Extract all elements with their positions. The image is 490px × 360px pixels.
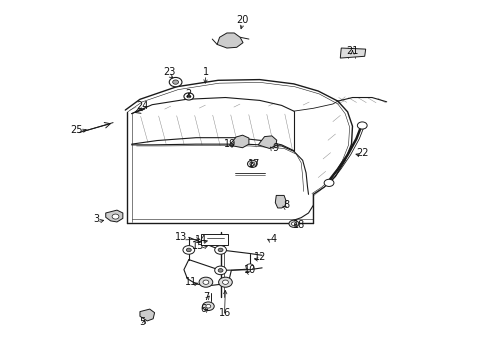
Circle shape (292, 222, 296, 226)
Text: 19: 19 (224, 139, 237, 149)
Circle shape (215, 246, 226, 254)
Text: 24: 24 (136, 102, 148, 112)
Circle shape (112, 214, 119, 219)
Circle shape (187, 95, 191, 98)
Circle shape (183, 246, 195, 254)
Text: 9: 9 (272, 143, 278, 153)
Polygon shape (229, 135, 249, 148)
Circle shape (246, 264, 254, 270)
Text: 6: 6 (200, 304, 206, 314)
Text: 7: 7 (203, 292, 209, 302)
Circle shape (184, 93, 194, 100)
Text: 17: 17 (247, 159, 260, 169)
Polygon shape (217, 33, 243, 48)
Text: 14: 14 (195, 235, 207, 245)
Circle shape (218, 248, 223, 252)
Text: 18: 18 (293, 220, 305, 230)
Text: 12: 12 (253, 252, 266, 262)
Polygon shape (106, 210, 123, 222)
Text: 8: 8 (284, 200, 290, 210)
Text: 21: 21 (346, 46, 359, 56)
Text: 20: 20 (236, 15, 249, 26)
Circle shape (206, 305, 211, 308)
Circle shape (172, 80, 178, 84)
Circle shape (222, 280, 228, 284)
Polygon shape (140, 309, 155, 321)
Bar (201, 234, 228, 244)
Circle shape (186, 248, 191, 252)
Polygon shape (275, 195, 286, 208)
Text: 3: 3 (93, 215, 99, 224)
Circle shape (289, 220, 299, 227)
Text: 2: 2 (186, 89, 192, 99)
Text: 15: 15 (193, 241, 205, 251)
Text: 1: 1 (203, 67, 209, 77)
Circle shape (324, 179, 334, 186)
Circle shape (199, 277, 213, 287)
Circle shape (202, 302, 214, 311)
Circle shape (357, 122, 367, 129)
Text: 25: 25 (70, 125, 83, 135)
Text: 23: 23 (163, 67, 175, 77)
Circle shape (169, 77, 182, 87)
Text: 16: 16 (220, 309, 232, 318)
Text: 10: 10 (244, 265, 256, 275)
Circle shape (215, 266, 226, 275)
Text: 22: 22 (356, 148, 368, 158)
Text: 5: 5 (139, 317, 146, 327)
Polygon shape (258, 136, 277, 148)
Circle shape (247, 160, 257, 167)
Circle shape (203, 280, 209, 284)
Circle shape (218, 269, 223, 272)
Circle shape (219, 277, 232, 287)
Text: 13: 13 (175, 232, 188, 242)
Circle shape (250, 162, 255, 166)
Polygon shape (340, 48, 366, 58)
Text: 11: 11 (185, 277, 197, 287)
Text: 4: 4 (270, 234, 276, 244)
